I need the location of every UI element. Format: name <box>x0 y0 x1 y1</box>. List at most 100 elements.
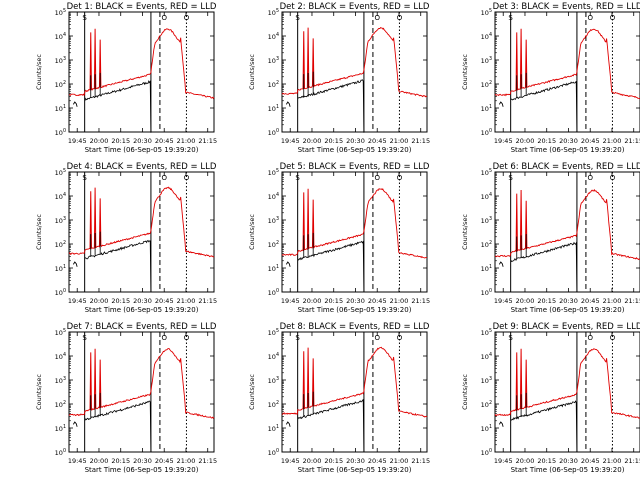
lld-series-line <box>281 188 427 259</box>
panel-det-8: Det 8: BLACK = Events, RED = LLD 100 101 10… <box>248 322 430 474</box>
y-tick-label: 102 <box>481 400 492 409</box>
x-tick-label: 19:45 <box>281 457 300 465</box>
marker-label: S <box>508 14 513 22</box>
x-tick-label: 20:15 <box>537 137 556 145</box>
panel-det-5: Det 5: BLACK = Events, RED = LLD 100 101 10… <box>248 162 430 314</box>
y-tick-label: 105 <box>268 328 279 337</box>
events-series-start <box>498 261 504 267</box>
x-tick-label: 20:45 <box>155 297 174 305</box>
panel-title: Det 2: BLACK = Events, RED = LLD <box>280 2 430 12</box>
lld-spike <box>524 39 528 88</box>
y-axis-label: Counts/sec <box>461 214 469 250</box>
y-tick-label: 101 <box>55 104 66 113</box>
marker-label: O <box>397 174 403 182</box>
lld-spike <box>519 189 523 250</box>
x-tick-label: 20:45 <box>581 297 600 305</box>
y-tick-label: 105 <box>55 168 66 177</box>
events-series-line <box>297 399 365 453</box>
y-tick-label: 100 <box>268 288 279 297</box>
x-tick-label: 19:45 <box>68 137 87 145</box>
x-axis-label: Start Time (06-Sep-05 19:39:20) <box>511 466 625 474</box>
marker-label: S <box>82 334 87 342</box>
y-axis-label: Counts/sec <box>35 54 43 90</box>
y-tick-label: 100 <box>268 128 279 137</box>
lld-spike <box>93 187 97 248</box>
x-tick-label: 20:45 <box>368 137 387 145</box>
y-tick-label: 103 <box>268 56 279 65</box>
y-axis-label: Counts/sec <box>35 214 43 250</box>
x-tick-label: 20:30 <box>346 297 365 305</box>
y-tick-label: 102 <box>268 240 279 249</box>
y-tick-label: 102 <box>55 80 66 89</box>
marker-label: O <box>375 334 381 342</box>
panel-title: Det 8: BLACK = Events, RED = LLD <box>280 322 430 332</box>
y-axis-label: Counts/sec <box>461 54 469 90</box>
lld-spike <box>311 38 315 87</box>
x-tick-label: 21:15 <box>198 297 217 305</box>
x-tick-label: 21:15 <box>624 457 640 465</box>
y-tick-label: 105 <box>268 8 279 17</box>
x-tick-label: 21:00 <box>177 137 196 145</box>
y-tick-label: 102 <box>481 240 492 249</box>
x-tick-label: 21:00 <box>177 297 196 305</box>
y-axis-label: Counts/sec <box>248 214 256 250</box>
marker-label: S <box>508 174 513 182</box>
y-tick-label: 103 <box>481 56 492 65</box>
y-tick-label: 103 <box>55 376 66 385</box>
lld-spike <box>93 348 97 409</box>
y-tick-label: 100 <box>55 128 66 137</box>
x-tick-label: 20:15 <box>324 297 343 305</box>
marker-label: O <box>588 174 594 182</box>
x-tick-label: 20:45 <box>581 457 600 465</box>
lld-spike <box>311 358 315 407</box>
x-tick-label: 21:00 <box>603 137 622 145</box>
events-series-start <box>72 421 78 427</box>
events-series-line <box>84 400 152 452</box>
x-tick-label: 19:45 <box>494 297 513 305</box>
lld-spike <box>93 28 97 89</box>
y-tick-label: 105 <box>268 168 279 177</box>
y-axis-label: Counts/sec <box>248 54 256 90</box>
lld-spike <box>98 39 102 88</box>
lld-series-line <box>68 186 215 258</box>
x-tick-label: 20:15 <box>111 297 130 305</box>
y-tick-label: 103 <box>268 216 279 225</box>
y-tick-label: 100 <box>481 448 492 457</box>
lld-spike <box>98 359 102 408</box>
events-series-line <box>84 239 152 292</box>
lld-spike <box>515 352 518 410</box>
panel-title: Det 3: BLACK = Events, RED = LLD <box>493 2 640 12</box>
x-tick-label: 21:00 <box>390 137 409 145</box>
x-tick-label: 20:00 <box>90 457 109 465</box>
y-tick-label: 104 <box>481 352 492 361</box>
events-series-line <box>510 80 578 133</box>
x-tick-label: 20:15 <box>537 457 556 465</box>
plot-frame <box>68 171 215 293</box>
lld-series-line <box>281 346 428 418</box>
lld-spike <box>515 193 518 251</box>
x-tick-label: 20:15 <box>111 457 130 465</box>
lld-spike <box>524 200 528 249</box>
marker-label: O <box>184 174 190 182</box>
x-tick-label: 21:15 <box>624 297 640 305</box>
events-series-start <box>498 101 504 107</box>
lld-spike <box>519 348 523 409</box>
marker-label: O <box>162 14 168 22</box>
x-tick-label: 20:15 <box>111 137 130 145</box>
x-axis-label: Start Time (06-Sep-05 19:39:20) <box>298 146 412 154</box>
y-tick-label: 103 <box>268 376 279 385</box>
plot-frame <box>494 331 640 453</box>
marker-label: O <box>184 334 190 342</box>
marker-label: O <box>162 174 168 182</box>
x-tick-label: 20:00 <box>90 137 109 145</box>
x-tick-label: 19:45 <box>68 297 87 305</box>
y-tick-label: 102 <box>268 80 279 89</box>
x-tick-label: 21:15 <box>198 137 217 145</box>
lld-spike <box>302 192 305 250</box>
lld-series-line <box>281 27 428 98</box>
x-tick-label: 20:30 <box>559 137 578 145</box>
marker-label: S <box>295 14 300 22</box>
plot-frame <box>281 11 428 133</box>
x-axis-label: Start Time (06-Sep-05 19:39:20) <box>511 306 625 314</box>
